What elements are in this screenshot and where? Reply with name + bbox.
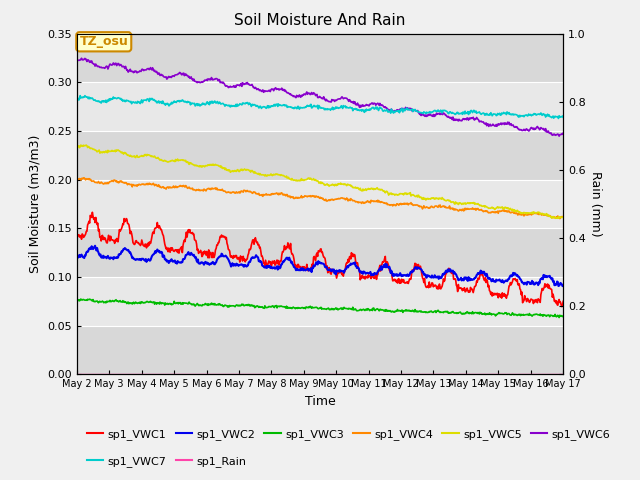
sp1_Rain	[82, 372, 90, 377]
sp1_VWC1	[73, 229, 81, 235]
Title: Soil Moisture And Rain: Soil Moisture And Rain	[234, 13, 406, 28]
sp1_VWC7	[207, 99, 215, 105]
sp1_VWC7	[559, 114, 567, 120]
sp1_VWC1	[394, 280, 401, 286]
sp1_VWC6	[559, 130, 567, 136]
sp1_VWC3	[207, 300, 215, 306]
Bar	[77, 277, 563, 326]
sp1_VWC3	[380, 307, 387, 313]
sp1_VWC7	[132, 100, 140, 106]
sp1_VWC4	[207, 186, 215, 192]
sp1_VWC3	[83, 297, 90, 303]
sp1_VWC4	[73, 176, 81, 182]
sp1_VWC6	[132, 69, 140, 74]
sp1_VWC3	[73, 299, 81, 305]
sp1_VWC2	[92, 243, 99, 249]
sp1_VWC3	[556, 315, 563, 321]
sp1_VWC1	[88, 209, 96, 215]
sp1_VWC6	[77, 55, 85, 61]
sp1_Rain	[559, 372, 567, 377]
sp1_VWC3	[77, 296, 84, 302]
sp1_VWC2	[559, 283, 566, 289]
Line: sp1_VWC6: sp1_VWC6	[77, 58, 563, 136]
sp1_VWC5	[559, 214, 567, 220]
sp1_VWC5	[132, 153, 140, 159]
sp1_VWC7	[182, 99, 189, 105]
Bar	[77, 131, 563, 180]
Bar	[77, 82, 563, 131]
sp1_VWC6	[394, 107, 401, 113]
sp1_VWC6	[182, 71, 189, 77]
sp1_VWC4	[556, 216, 564, 221]
sp1_VWC5	[73, 143, 81, 148]
sp1_Rain	[132, 372, 140, 377]
sp1_VWC2	[559, 283, 567, 288]
sp1_VWC5	[552, 216, 559, 221]
sp1_Rain	[73, 372, 81, 377]
sp1_VWC7	[76, 93, 84, 98]
sp1_VWC1	[207, 251, 215, 257]
sp1_VWC5	[182, 157, 189, 163]
sp1_VWC5	[380, 188, 387, 194]
sp1_VWC6	[207, 75, 215, 81]
sp1_VWC7	[555, 116, 563, 121]
sp1_VWC2	[132, 256, 140, 262]
sp1_VWC5	[207, 162, 215, 168]
sp1_VWC4	[380, 200, 387, 205]
sp1_VWC6	[83, 56, 90, 62]
sp1_VWC4	[182, 183, 189, 189]
sp1_VWC5	[83, 142, 90, 148]
sp1_VWC4	[394, 201, 401, 207]
sp1_VWC7	[380, 108, 387, 114]
sp1_VWC4	[132, 182, 140, 188]
sp1_VWC6	[380, 103, 387, 109]
sp1_VWC2	[82, 252, 90, 258]
sp1_VWC7	[83, 94, 90, 100]
sp1_VWC4	[83, 176, 90, 182]
sp1_VWC2	[394, 273, 401, 279]
sp1_VWC2	[182, 252, 189, 258]
Line: sp1_VWC3: sp1_VWC3	[77, 299, 563, 318]
Text: TZ_osu: TZ_osu	[79, 36, 128, 48]
sp1_VWC3	[559, 314, 567, 320]
X-axis label: Time: Time	[305, 395, 335, 408]
Y-axis label: Rain (mm): Rain (mm)	[589, 171, 602, 237]
Line: sp1_VWC5: sp1_VWC5	[77, 145, 563, 218]
sp1_VWC3	[394, 307, 401, 312]
Legend: sp1_VWC7, sp1_Rain: sp1_VWC7, sp1_Rain	[83, 452, 252, 471]
sp1_VWC1	[182, 234, 189, 240]
Y-axis label: Soil Moisture (m3/m3): Soil Moisture (m3/m3)	[29, 135, 42, 273]
sp1_VWC6	[556, 133, 563, 139]
sp1_VWC4	[81, 175, 88, 180]
sp1_VWC7	[394, 108, 401, 114]
sp1_VWC3	[132, 300, 140, 306]
Line: sp1_VWC1: sp1_VWC1	[77, 212, 563, 307]
sp1_VWC4	[559, 214, 567, 220]
sp1_VWC2	[207, 261, 215, 267]
Line: sp1_VWC2: sp1_VWC2	[77, 246, 563, 286]
Bar	[77, 326, 563, 374]
sp1_VWC5	[77, 142, 84, 148]
sp1_Rain	[207, 372, 214, 377]
sp1_VWC5	[394, 192, 401, 198]
sp1_VWC2	[73, 254, 81, 260]
sp1_VWC6	[73, 58, 81, 63]
sp1_Rain	[379, 372, 387, 377]
sp1_VWC7	[73, 96, 81, 102]
sp1_VWC2	[380, 264, 387, 270]
sp1_Rain	[181, 372, 189, 377]
sp1_VWC1	[132, 238, 140, 243]
sp1_VWC3	[182, 300, 189, 306]
sp1_VWC1	[380, 259, 387, 265]
Line: sp1_VWC7: sp1_VWC7	[77, 96, 563, 119]
sp1_VWC1	[82, 231, 90, 237]
Bar	[77, 228, 563, 277]
sp1_Rain	[393, 372, 401, 377]
Line: sp1_VWC4: sp1_VWC4	[77, 178, 563, 218]
Bar	[77, 34, 563, 82]
sp1_VWC1	[558, 304, 566, 310]
Bar	[77, 180, 563, 228]
sp1_VWC1	[559, 299, 567, 304]
